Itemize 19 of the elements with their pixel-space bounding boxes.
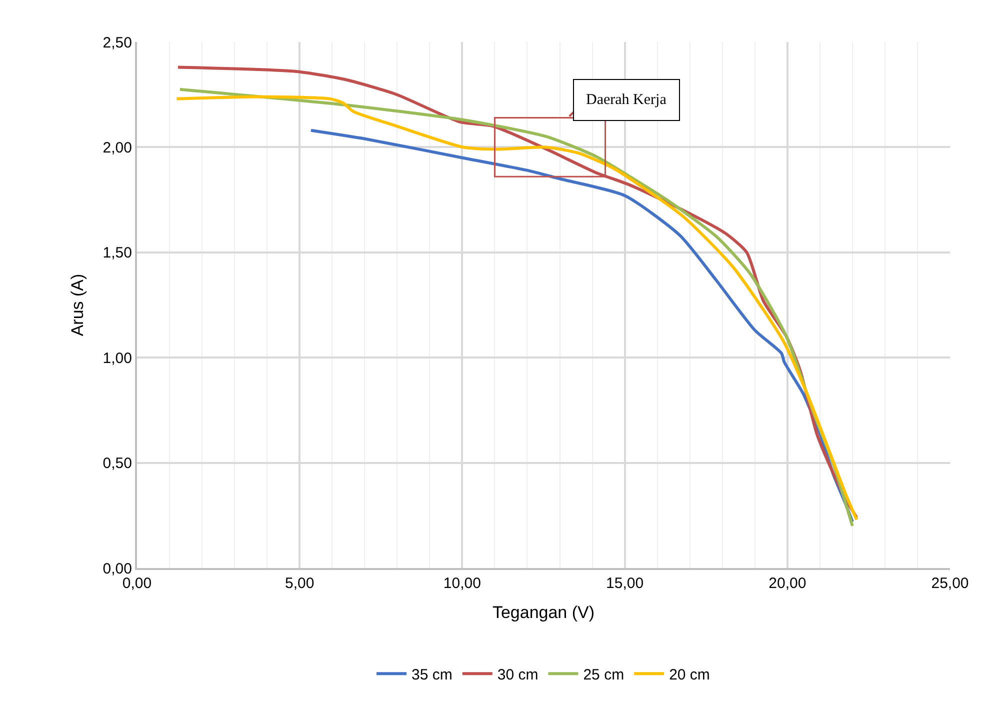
y-axis-title: Arus (A) — [68, 274, 87, 336]
x-axis-title: Tegangan (V) — [492, 602, 595, 622]
x-tick-label: 5,00 — [285, 575, 314, 592]
y-tick-label: 2,50 — [102, 34, 132, 52]
x-tick-label: 25,00 — [931, 575, 969, 592]
y-tick-label: 1,00 — [102, 350, 132, 367]
x-tick-label: 0,00 — [122, 575, 152, 592]
annotation: Daerah Kerja — [586, 92, 667, 108]
legend-label: 35 cm — [412, 666, 452, 684]
legend-label: 25 cm — [583, 666, 624, 684]
y-tick-label: 2,00 — [102, 139, 132, 156]
x-tick-label: 20,00 — [768, 575, 806, 592]
x-tick-label: 15,00 — [606, 575, 644, 592]
legend-label: 30 cm — [497, 666, 538, 684]
legend-label: 20 cm — [669, 666, 710, 684]
x-tick-label: 10,00 — [443, 575, 481, 592]
y-tick-label: 0,50 — [102, 455, 132, 472]
y-tick-label: 0,00 — [102, 560, 132, 578]
y-tick-label: 1,50 — [102, 244, 132, 262]
